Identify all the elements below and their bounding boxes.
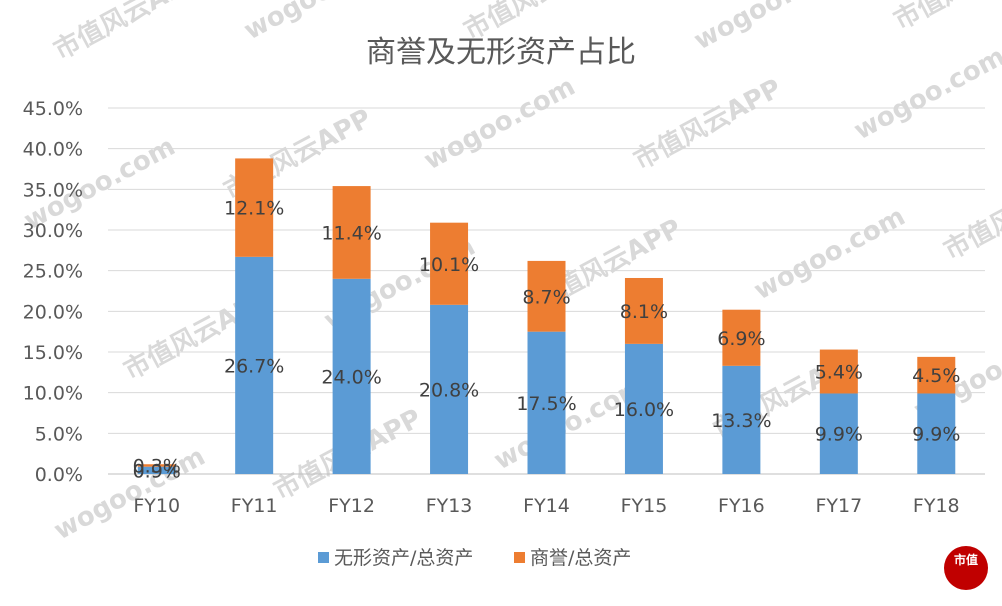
bar-segment — [624, 343, 663, 474]
logo-circle — [944, 546, 988, 590]
watermark-text: 市值风云APP — [49, 0, 207, 66]
x-tick-label: FY12 — [328, 495, 375, 517]
y-tick-label: 25.0% — [23, 261, 83, 283]
data-label: 8.7% — [522, 286, 570, 308]
data-label: 26.7% — [224, 355, 284, 377]
chart-title: 商誉及无形资产占比 — [366, 35, 636, 70]
data-label: 16.0% — [614, 399, 674, 421]
bar-segment — [819, 349, 858, 394]
data-label: 8.1% — [620, 301, 668, 323]
watermark-text: wogoo.com — [419, 72, 580, 177]
watermark-text: 市值风云APP — [939, 163, 1002, 267]
data-label: 9.9% — [815, 424, 863, 446]
x-tick-label: FY18 — [913, 495, 960, 517]
data-label: 17.5% — [516, 393, 576, 415]
watermark-text: wogoo.com — [689, 0, 850, 56]
bar-segment — [430, 304, 469, 474]
watermark-text: wogoo.com — [749, 202, 910, 307]
bar-segment — [137, 466, 176, 474]
y-tick-label: 0.0% — [35, 464, 83, 486]
x-tick-label: FY11 — [231, 495, 278, 517]
watermark-text: 市值风云APP — [889, 0, 1002, 36]
legend-swatch — [318, 552, 329, 563]
y-axis-ticks: 0.0% 5.0% 10.0% 15.0% 20.0% 25.0% 30.0% 35.0% 40… — [23, 98, 83, 486]
logo-text: 市值 — [954, 552, 978, 567]
bar-segment — [527, 260, 566, 332]
bars — [137, 158, 956, 474]
x-tick-label: FY16 — [718, 495, 765, 517]
bar-segment — [917, 356, 956, 394]
bar-segment — [527, 331, 566, 474]
bar-segment — [819, 393, 858, 474]
y-tick-label: 40.0% — [23, 139, 83, 161]
data-label: 24.0% — [321, 366, 381, 388]
data-labels: 0.9%0.3% 26.7% 12.1% 24.0% 11.4% 20.8% 10.1% 17… — [133, 198, 961, 483]
data-label: 12.1% — [224, 198, 284, 220]
data-label: 9.9% — [912, 424, 960, 446]
x-tick-label: FY10 — [133, 495, 180, 517]
bar-segment — [917, 393, 956, 474]
y-tick-label: 20.0% — [23, 301, 83, 323]
y-tick-label: 35.0% — [23, 179, 83, 201]
legend-label: 无形资产/总资产 — [334, 547, 473, 569]
bar-segment — [332, 278, 371, 474]
logo: 市值 — [944, 546, 988, 590]
legend-label: 商誉/总资产 — [530, 547, 631, 569]
bar-segment — [722, 309, 761, 366]
x-tick-label: FY14 — [523, 495, 570, 517]
legend-swatch — [514, 552, 525, 563]
y-tick-label: 15.0% — [23, 342, 83, 364]
y-tick-label: 10.0% — [23, 383, 83, 405]
data-label: 0.3% — [133, 455, 181, 477]
y-tick-label: 5.0% — [35, 423, 83, 445]
watermark-text: 市值风云APP — [629, 73, 787, 177]
legend: 无形资产/总资产 商誉/总资产 — [318, 547, 631, 569]
data-label: 0.9% — [133, 460, 181, 482]
watermark-text: wogoo.com — [849, 42, 1002, 147]
data-label: 5.4% — [815, 362, 863, 384]
x-axis-categories: FY10 FY11 FY12 FY13 FY14 FY15 FY16 FY17 FY18 — [133, 495, 959, 517]
x-tick-label: FY15 — [621, 495, 668, 517]
y-tick-label: 45.0% — [23, 98, 83, 120]
watermark-text: wogoo.com — [49, 442, 210, 547]
bar-segment — [430, 222, 469, 305]
data-label: 13.3% — [711, 410, 771, 432]
data-label: 10.1% — [419, 254, 479, 276]
data-label: 4.5% — [912, 365, 960, 387]
bar-segment — [235, 158, 274, 257]
bar-segment — [722, 365, 761, 474]
bar-segment — [332, 186, 371, 279]
y-tick-label: 30.0% — [23, 220, 83, 242]
bar-segment — [624, 277, 663, 344]
x-tick-label: FY17 — [815, 495, 862, 517]
bar-segment — [137, 464, 176, 467]
bar-segment — [235, 256, 274, 474]
x-tick-label: FY13 — [426, 495, 473, 517]
data-label: 20.8% — [419, 379, 479, 401]
data-label: 11.4% — [321, 222, 381, 244]
data-label: 6.9% — [717, 328, 765, 350]
